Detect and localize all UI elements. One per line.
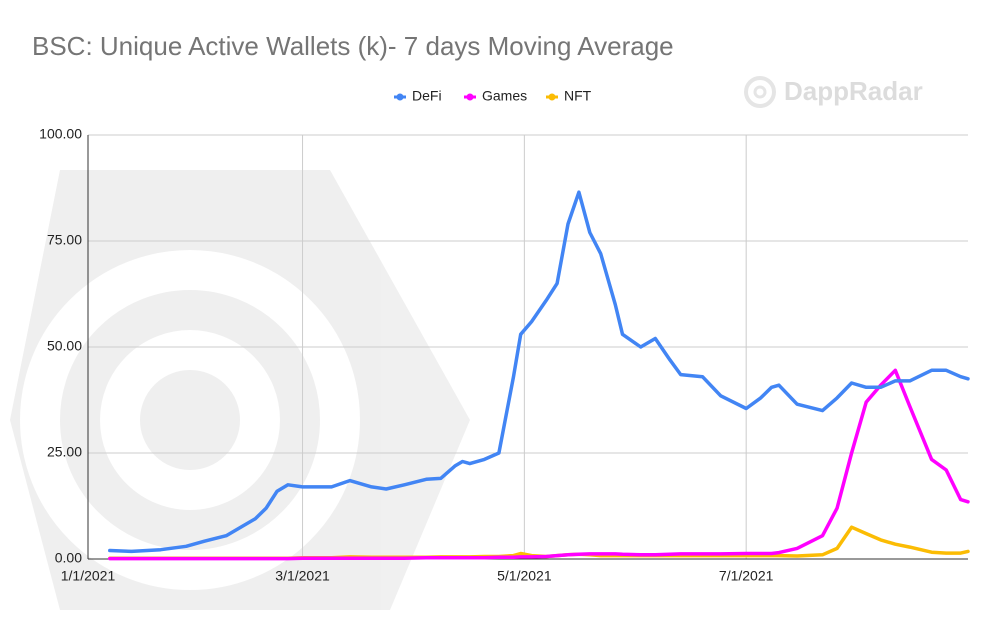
y-tick-label: 50.00 — [47, 338, 82, 354]
legend-label: NFT — [564, 88, 592, 104]
x-tick-label: 5/1/2021 — [497, 568, 552, 584]
watermark-icon — [744, 76, 776, 108]
legend-label: DeFi — [412, 88, 442, 104]
legend-dot — [548, 93, 556, 101]
x-tick-label: 3/1/2021 — [275, 568, 330, 584]
y-tick-label: 0.00 — [55, 550, 82, 566]
chart-title: BSC: Unique Active Wallets (k)- 7 days M… — [32, 31, 674, 61]
legend-dot — [466, 93, 474, 101]
x-tick-label: 1/1/2021 — [61, 568, 116, 584]
legend-label: Games — [482, 88, 527, 104]
y-tick-label: 25.00 — [47, 444, 82, 460]
x-tick-label: 7/1/2021 — [719, 568, 774, 584]
series-line — [108, 190, 970, 554]
series-line — [108, 368, 970, 561]
legend-dot — [396, 93, 404, 101]
y-tick-label: 75.00 — [47, 232, 82, 248]
watermark-text: DappRadar — [784, 76, 923, 106]
watermark-logo — [10, 170, 470, 610]
y-tick-label: 100.00 — [39, 126, 82, 142]
